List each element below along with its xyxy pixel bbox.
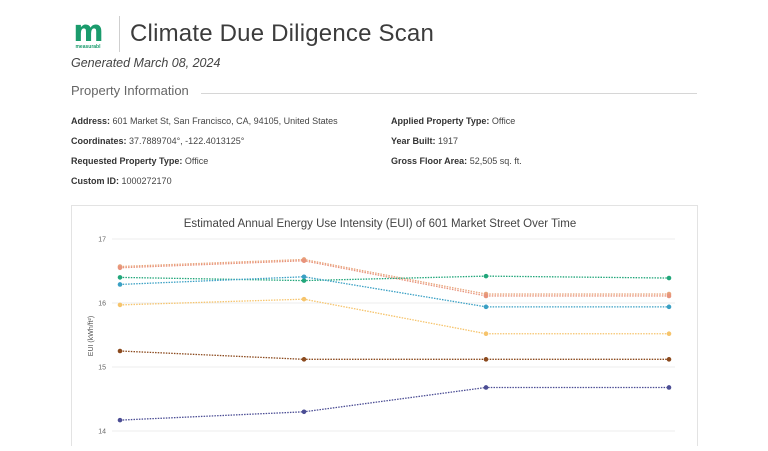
year-built-row: Year Built: 1917 — [391, 136, 458, 146]
measurabl-logo: m measurabl — [71, 17, 105, 51]
section-rule — [200, 93, 697, 94]
requested-type-row: Requested Property Type: Office — [71, 156, 208, 166]
data-point[interactable] — [301, 296, 307, 302]
data-point[interactable] — [117, 417, 123, 423]
data-point[interactable] — [301, 409, 307, 415]
address-value: 601 Market St, San Francisco, CA, 94105,… — [112, 116, 338, 126]
y-tick-label: 17 — [98, 237, 106, 244]
requested-type-label: Requested Property Type: — [71, 156, 183, 166]
series-line-1 — [119, 260, 669, 297]
y-tick-label: 16 — [98, 301, 106, 308]
report-title: Climate Due Diligence Scan — [130, 20, 435, 47]
requested-type-value: Office — [184, 156, 209, 166]
eui-chart-svg: Estimated Annual Energy Use Intensity (E… — [88, 218, 675, 436]
data-point[interactable] — [117, 275, 123, 280]
year-built-value: 1917 — [438, 136, 459, 146]
applied-type-value: Office — [491, 116, 516, 126]
coordinates-row: Coordinates: 37.7889704°, -122.4013125° — [71, 136, 244, 146]
data-point[interactable] — [666, 357, 672, 362]
year-built-label: Year Built: — [391, 136, 436, 146]
section-title: Property Information — [71, 83, 189, 98]
gfa-value: 52,505 sq. ft. — [469, 156, 522, 166]
data-point[interactable] — [483, 331, 489, 337]
data-point[interactable] — [666, 293, 672, 299]
address-row: Address: 601 Market St, San Francisco, C… — [71, 116, 338, 126]
data-point[interactable] — [666, 304, 672, 310]
address-label: Address: — [71, 116, 111, 126]
series-line-5 — [119, 350, 669, 360]
coordinates-value: 37.7889704°, -122.4013125° — [129, 136, 245, 146]
data-point[interactable] — [666, 275, 672, 281]
data-point[interactable] — [301, 357, 307, 362]
eui-chart: Estimated Annual Energy Use Intensity (E… — [71, 205, 698, 446]
applied-type-label: Applied Property Type: — [391, 116, 490, 126]
data-point[interactable] — [117, 265, 123, 271]
data-point[interactable] — [301, 258, 307, 264]
series-layer — [117, 257, 672, 423]
gfa-row: Gross Floor Area: 52,505 sq. ft. — [391, 156, 522, 166]
data-point[interactable] — [483, 273, 489, 279]
data-point[interactable] — [301, 274, 307, 280]
series-line-6 — [119, 386, 669, 421]
data-point[interactable] — [301, 278, 307, 283]
series-line-3 — [119, 276, 669, 308]
series-line-4 — [119, 298, 669, 335]
y-tick-label: 14 — [98, 429, 106, 436]
report-header: m measurabl Climate Due Diligence Scan — [71, 16, 434, 52]
gfa-label: Gross Floor Area: — [391, 156, 468, 166]
data-point[interactable] — [483, 293, 489, 299]
property-info-heading: Property Information — [71, 83, 697, 98]
applied-type-row: Applied Property Type: Office — [391, 116, 515, 126]
y-tick-label: 15 — [98, 365, 106, 372]
chart-title: Estimated Annual Energy Use Intensity (E… — [184, 218, 576, 230]
header-divider — [119, 16, 120, 52]
grid-layer: 14 15 16 17 — [98, 237, 675, 436]
data-point[interactable] — [666, 385, 672, 390]
series-line-0 — [119, 258, 669, 295]
coordinates-label: Coordinates: — [71, 136, 127, 146]
logo-letter: m — [73, 14, 103, 48]
data-point[interactable] — [117, 282, 123, 287]
custom-id-value: 1000272170 — [121, 176, 172, 186]
data-point[interactable] — [117, 302, 123, 308]
data-point[interactable] — [483, 304, 489, 310]
logo-wordmark: measurabl — [75, 44, 101, 50]
data-point[interactable] — [483, 385, 489, 390]
y-axis-label: EUI (kWh/ft²) — [88, 316, 95, 356]
custom-id-label: Custom ID: — [71, 176, 119, 186]
data-point[interactable] — [666, 331, 672, 337]
series-line-2 — [119, 275, 670, 282]
custom-id-row: Custom ID: 1000272170 — [71, 176, 172, 186]
data-point[interactable] — [117, 348, 123, 354]
generated-date: Generated March 08, 2024 — [71, 56, 221, 70]
data-point[interactable] — [483, 357, 489, 362]
